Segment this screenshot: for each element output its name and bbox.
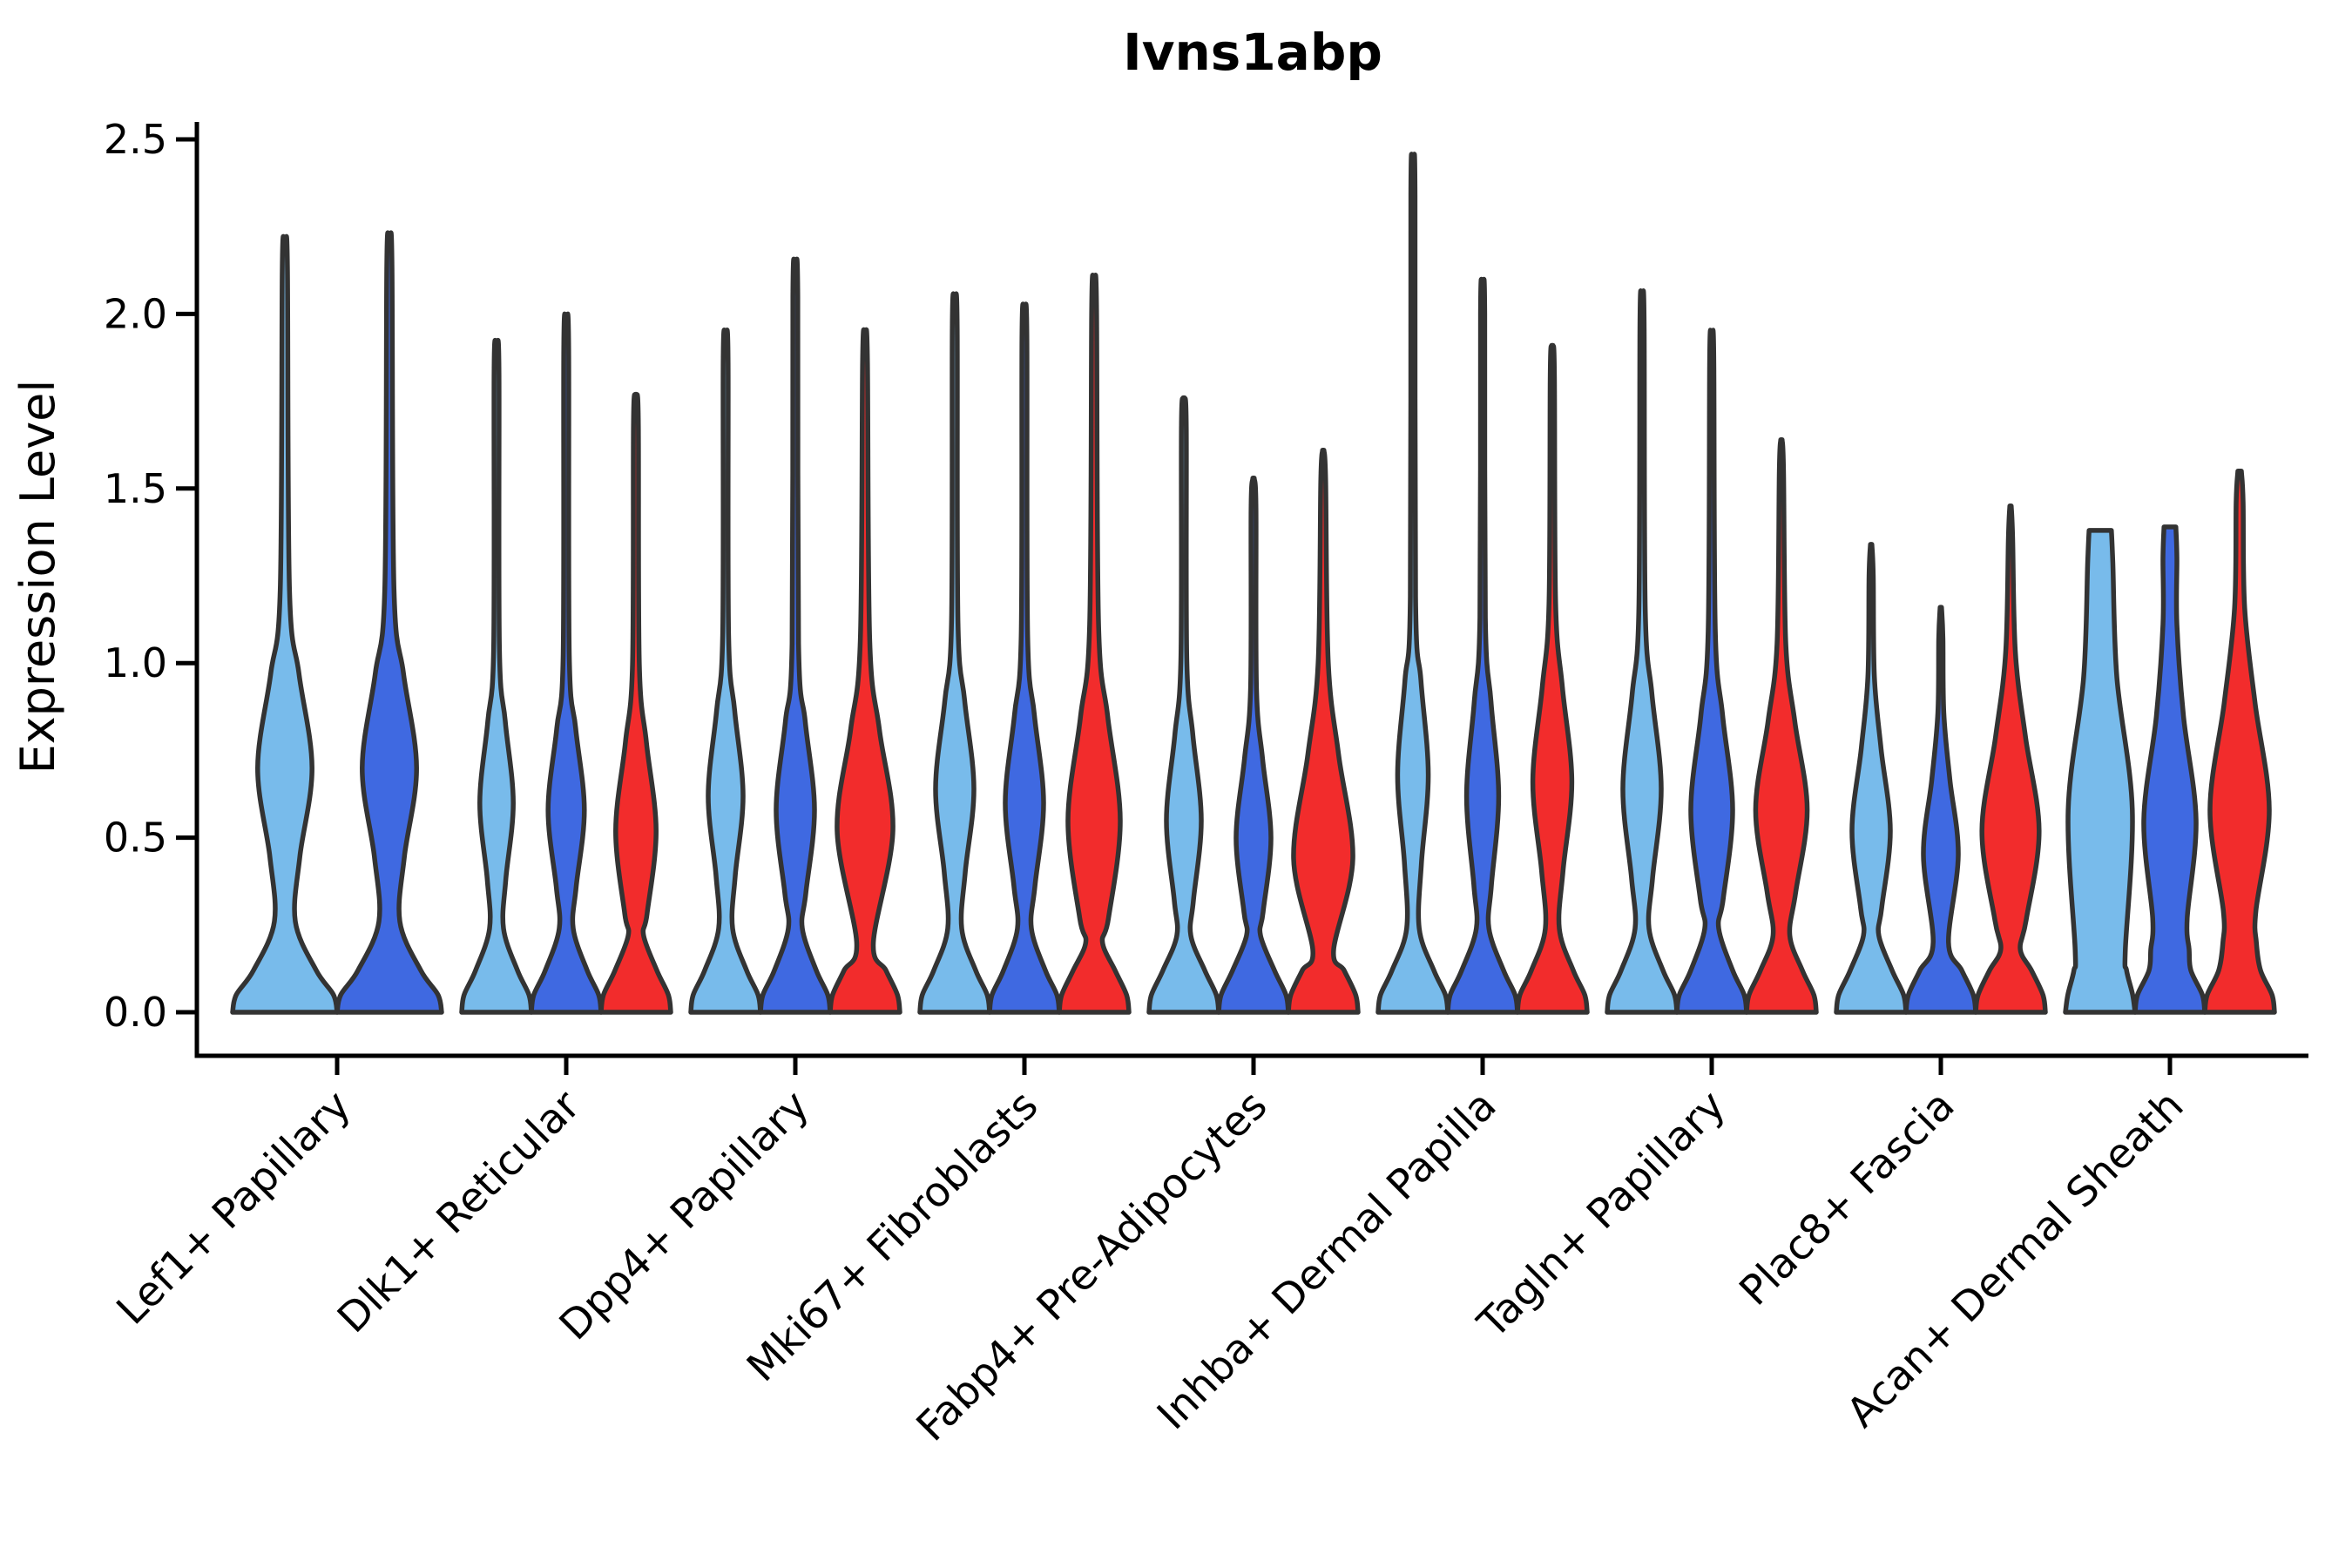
violin-lightblue: [230, 233, 340, 1015]
violin-lightblue: [2063, 528, 2138, 1015]
violin-lightblue: [1605, 288, 1680, 1015]
violin-red: [598, 391, 673, 1015]
y-tick-label: 2.5: [104, 116, 167, 163]
y-axis-label: Expression Level: [10, 380, 65, 774]
violin-red: [1286, 447, 1361, 1015]
violin-darkblue: [987, 301, 1062, 1015]
violin-darkblue: [1903, 605, 1978, 1015]
violin-darkblue: [1216, 476, 1291, 1015]
violin-lightblue: [917, 291, 992, 1015]
violin-darkblue: [529, 311, 604, 1015]
x-tick-label: Lef1+ Papillary: [108, 1082, 361, 1335]
violin-red: [1057, 273, 1132, 1015]
violin-lightblue: [1146, 395, 1221, 1015]
y-tick-label: 1.0: [104, 639, 167, 686]
y-tick-label: 2.0: [104, 290, 167, 337]
violin-darkblue: [1445, 276, 1520, 1015]
violin-red: [1744, 436, 1819, 1015]
violin-darkblue: [2132, 524, 2207, 1015]
violin-red: [1515, 342, 1590, 1015]
violin-lightblue: [1375, 152, 1450, 1015]
violin-lightblue: [459, 338, 534, 1015]
y-tick-label: 0.5: [104, 814, 167, 862]
chart-title: Ivns1abp: [1123, 23, 1382, 82]
violin-lightblue: [688, 328, 763, 1015]
violin-red: [1973, 504, 2048, 1015]
violin-darkblue: [335, 230, 444, 1015]
x-tick-label: Dpp4+ Papillary: [551, 1082, 819, 1350]
violin-darkblue: [758, 256, 833, 1015]
x-tick-label: Dlk1+ Reticular: [328, 1081, 590, 1342]
y-tick-label: 1.5: [104, 465, 167, 512]
x-tick-label: Plac8+ Fascia: [1731, 1082, 1964, 1315]
violin-lightblue: [1834, 542, 1909, 1015]
violins-layer: [230, 152, 2277, 1015]
y-tick-label: 0.0: [104, 989, 167, 1036]
x-tick-label: Tagln+ Papillary: [1469, 1082, 1735, 1348]
violin-darkblue: [1674, 328, 1749, 1015]
violin-red: [2202, 469, 2277, 1015]
violin-red: [828, 327, 902, 1015]
